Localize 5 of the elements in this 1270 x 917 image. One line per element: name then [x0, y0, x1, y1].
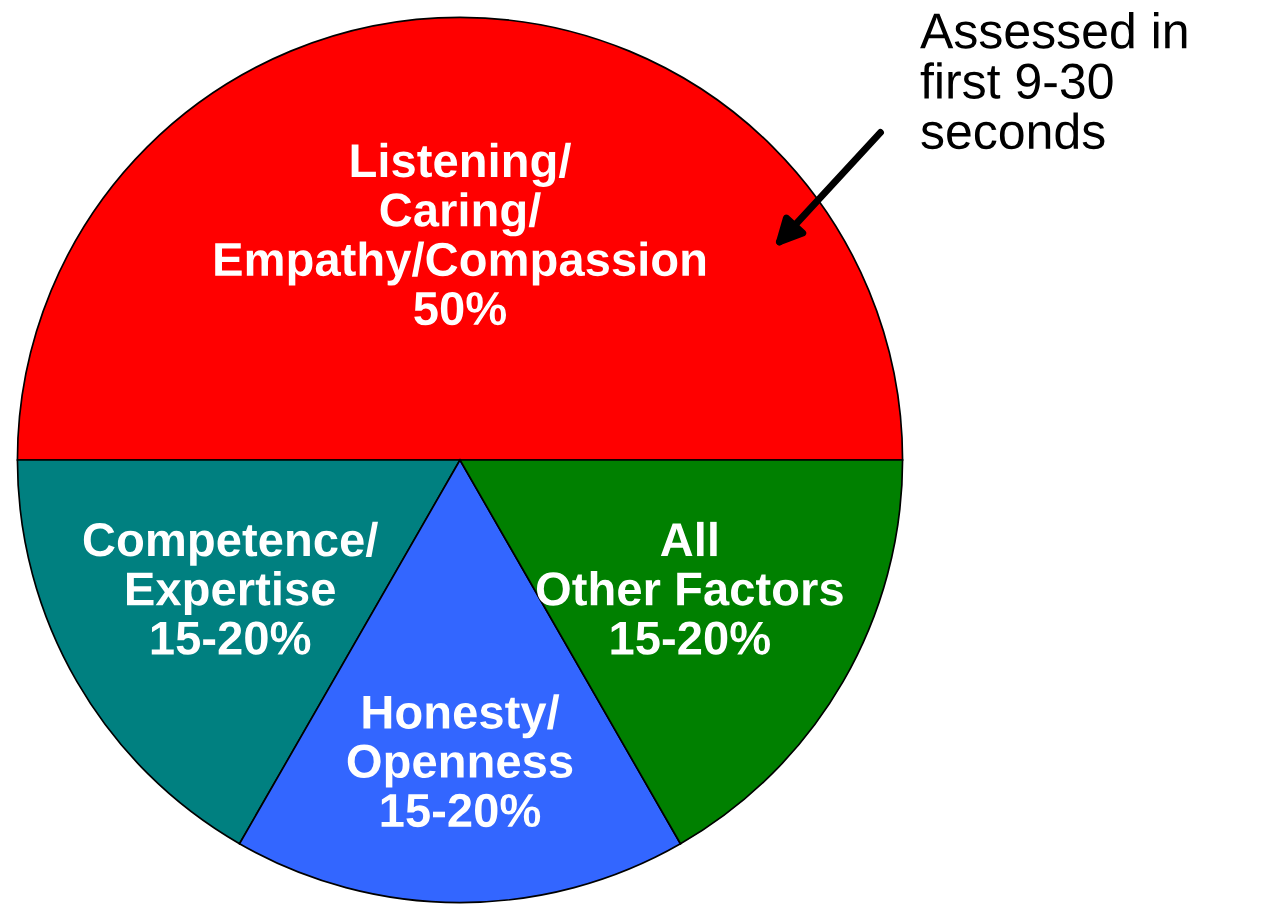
slice-label: Competence/ Expertise 15-20%: [83, 521, 378, 655]
slice-label: Honesty/ Openness 15-20%: [347, 694, 573, 828]
text: Assessed in first 9-30 seconds: [920, 12, 1187, 150]
slice-label: All Other Factors 15-20%: [536, 521, 843, 655]
legend-label: Listening/ Caring/ Empathy/Compassion 50%: [215, 142, 706, 326]
